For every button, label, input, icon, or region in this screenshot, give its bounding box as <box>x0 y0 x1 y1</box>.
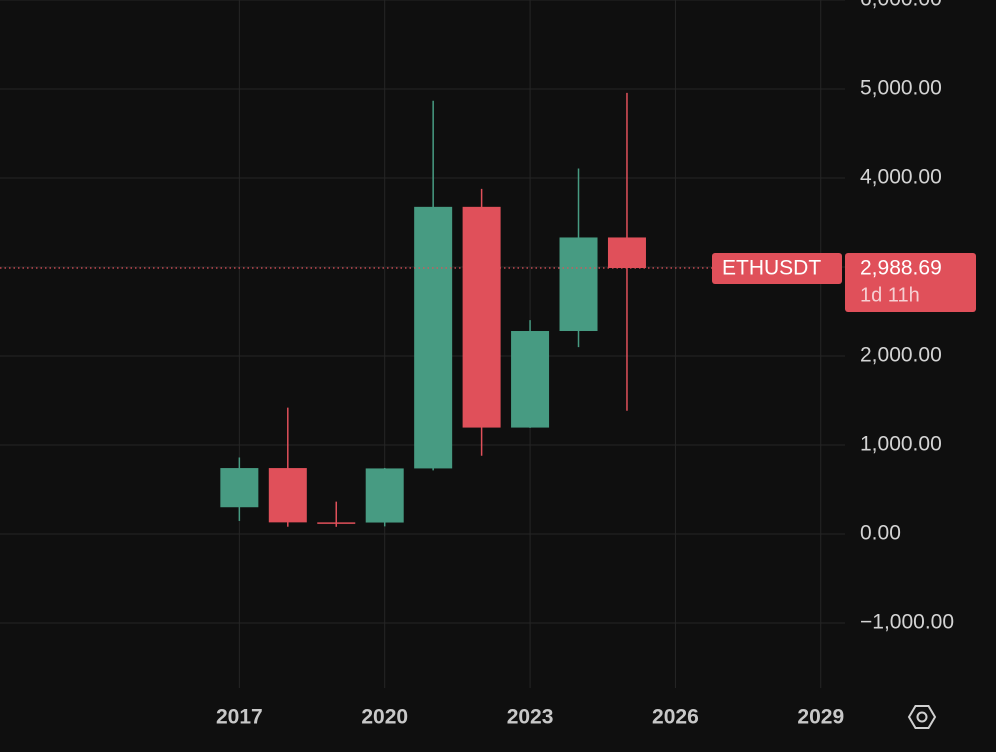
symbol-box <box>712 253 842 285</box>
x-tick-label: 2017 <box>216 706 263 729</box>
y-tick-label: 6,000.00 <box>860 0 942 11</box>
candles <box>220 92 646 527</box>
y-tick-label: 4,000.00 <box>860 166 942 189</box>
candle-body <box>462 206 501 428</box>
y-tick-label: −1,000.00 <box>860 611 954 634</box>
countdown-label: 1d 11h <box>860 284 920 306</box>
x-tick-label: 2023 <box>507 706 554 729</box>
price-label: ETHUSDT 2,988.69 1d 11h <box>0 253 976 313</box>
y-tick-label: 5,000.00 <box>860 77 942 100</box>
settings-button[interactable] <box>907 705 937 729</box>
x-tick-label: 2020 <box>361 706 408 729</box>
candle-body <box>414 206 453 469</box>
x-tick-label: 2026 <box>652 706 699 729</box>
candle-body <box>365 468 404 523</box>
candle-body <box>268 468 307 523</box>
price-box <box>845 253 976 313</box>
y-tick-label: 0.00 <box>860 522 901 545</box>
candle-body <box>511 331 550 428</box>
last-price-label: 2,988.69 <box>860 257 942 280</box>
x-tick-label: 2029 <box>797 706 844 729</box>
y-tick-label: 2,000.00 <box>860 344 942 367</box>
y-tick-label: 1,000.00 <box>860 433 942 456</box>
x-axis: 2017 2020 2023 2026 2029 <box>216 706 844 729</box>
candle-body <box>559 237 598 332</box>
candle-body <box>607 237 646 269</box>
candle-body <box>317 522 356 524</box>
symbol-label: ETHUSDT <box>722 257 821 280</box>
candle-body <box>220 468 259 508</box>
